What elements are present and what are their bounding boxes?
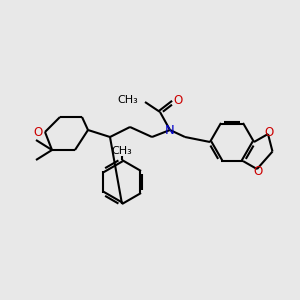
Text: O: O: [264, 125, 274, 139]
Text: CH₃: CH₃: [117, 95, 138, 105]
Text: O: O: [173, 94, 183, 107]
Text: O: O: [33, 125, 43, 139]
Text: N: N: [165, 124, 175, 136]
Text: O: O: [254, 165, 262, 178]
Text: CH₃: CH₃: [112, 146, 132, 156]
